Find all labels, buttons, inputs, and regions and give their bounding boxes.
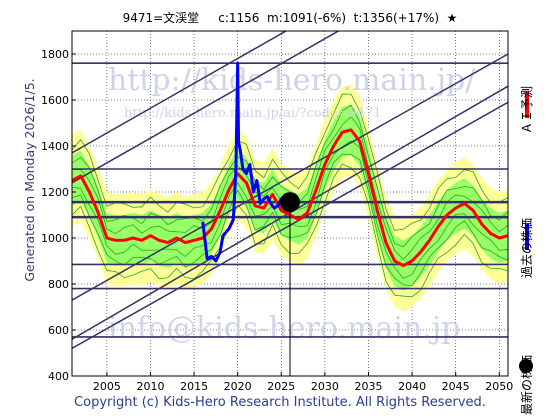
band-line	[72, 104, 508, 248]
x-tick-label: 2030	[311, 380, 339, 393]
x-tick-label: 2020	[224, 380, 252, 393]
legend-forecast-label: ＡＩ予測	[520, 86, 534, 134]
x-tick-label: 2045	[442, 380, 470, 393]
trend-line	[72, 53, 508, 301]
x-tick-label: 2035	[354, 380, 382, 393]
y-tick-label: 1400	[41, 140, 69, 153]
watermark-url-small: http://kids-hero.main.jp/ai/?code=9471	[124, 106, 382, 121]
trend-line	[72, 31, 288, 154]
y-tick-label: 1800	[41, 48, 69, 61]
x-tick-label: 2005	[93, 380, 121, 393]
legend-latest-swatch	[519, 359, 533, 373]
current-price-marker	[280, 192, 300, 213]
past-price-line	[201, 61, 291, 263]
copyright-footer: Copyright (c) Kids-Hero Research Institu…	[74, 395, 486, 410]
x-tick-label: 2040	[398, 380, 426, 393]
chart-title: 9471=文渓堂 c:1156 m:1091(-6%) t:1356(+17%)…	[122, 11, 458, 25]
y-tick-label: 800	[48, 278, 69, 291]
current-marker	[280, 192, 300, 376]
trend-line	[72, 31, 340, 184]
x-tick-label: 2050	[485, 380, 513, 393]
generated-date-label: Generated on Monday 2026/1/5.	[22, 78, 37, 282]
x-tick-label: 2015	[180, 380, 208, 393]
y-tick-label: 400	[48, 370, 69, 383]
y-tick-label: 600	[48, 324, 69, 337]
y-tick-label: 1600	[41, 94, 69, 107]
y-tick-label: 1000	[41, 232, 69, 245]
legend-latest-label: 最新の株価	[519, 355, 534, 415]
watermark-url: http://kids-hero.main.jp/	[108, 63, 476, 98]
watermark-email: info@kids-hero.main.jp	[108, 311, 460, 346]
plot-frame	[71, 30, 509, 377]
axes: 2005 2010 2015 2020 2025 2030 2035 2040 2045 2050…	[41, 48, 513, 393]
legend-past-label: 過去の株価	[519, 218, 534, 278]
y-tick-label: 1200	[41, 186, 69, 199]
legend: ＡＩ予測 過去の株価 最新の株価	[519, 86, 534, 415]
band-line	[72, 93, 508, 231]
x-tick-label: 2025	[267, 380, 295, 393]
x-tick-label: 2010	[136, 380, 164, 393]
